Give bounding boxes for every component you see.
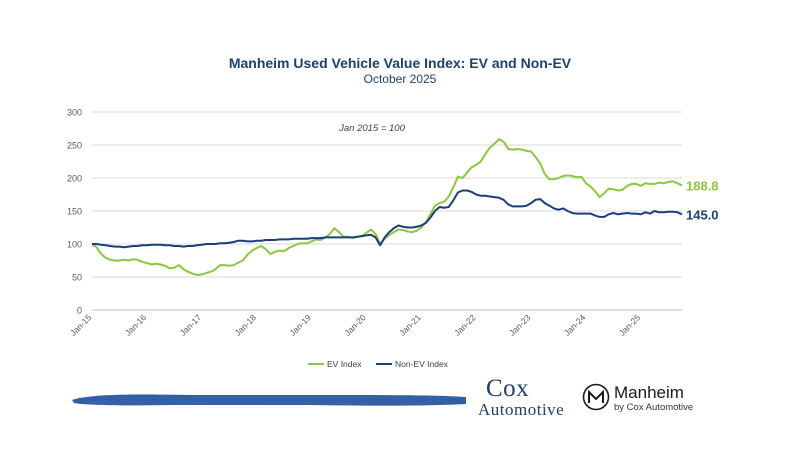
y-tick-label: 100 bbox=[67, 240, 82, 250]
x-tick-label: Jan-20 bbox=[342, 312, 368, 338]
y-tick-label: 200 bbox=[67, 174, 82, 184]
x-tick-label: Jan-18 bbox=[233, 312, 259, 338]
chart-title: Manheim Used Vehicle Value Index: EV and… bbox=[228, 55, 572, 71]
x-tick-label: Jan-17 bbox=[178, 312, 204, 338]
manheim-tagline: by Cox Automotive bbox=[614, 402, 694, 413]
x-tick-label: Jan-21 bbox=[397, 312, 423, 338]
x-tick-label: Jan-16 bbox=[123, 312, 149, 338]
x-tick-label: Jan-19 bbox=[287, 312, 313, 338]
cox-automotive-logo: Cox Automotive bbox=[478, 375, 565, 420]
x-tick-label: Jan-25 bbox=[617, 312, 643, 338]
series-line-non-ev bbox=[92, 189, 683, 249]
manheim-text: Manheim by Cox Automotive bbox=[614, 383, 693, 414]
y-tick-label: 0 bbox=[77, 306, 82, 316]
cox-logo-line2: Automotive bbox=[478, 400, 565, 419]
line-chart: 0 50 100 150 200 250 300 Jan-15 Jan-16 Jan-17 Jan-… bbox=[67, 108, 719, 370]
chart-title-block: Manheim Used Vehicle Value Index: EV and… bbox=[0, 55, 800, 86]
manheim-name: Manheim bbox=[614, 383, 684, 402]
y-tick-label: 150 bbox=[67, 207, 82, 217]
chart-subtitle: October 2025 bbox=[363, 72, 437, 86]
y-tick-label: 250 bbox=[67, 141, 82, 151]
legend-label: EV Index bbox=[327, 359, 362, 369]
chart-annotation: Jan 2015 = 100 bbox=[338, 123, 405, 134]
brush-stroke-graphic bbox=[72, 394, 466, 406]
x-tick-label: Jan-23 bbox=[507, 312, 533, 338]
x-tick-label: Jan-22 bbox=[452, 312, 478, 338]
series-end-label: 145.0 bbox=[686, 207, 719, 222]
y-tick-label: 300 bbox=[67, 108, 82, 118]
manheim-emblem-icon bbox=[582, 383, 610, 411]
series-end-label: 188.8 bbox=[686, 178, 719, 193]
series-line-ev bbox=[91, 138, 683, 276]
cox-logo-line1: Cox bbox=[486, 375, 530, 402]
legend-label: Non-EV Index bbox=[395, 359, 449, 369]
x-tick-label: Jan-24 bbox=[562, 312, 588, 338]
x-tick-label: Jan-15 bbox=[68, 312, 94, 338]
y-tick-label: 50 bbox=[72, 273, 82, 283]
